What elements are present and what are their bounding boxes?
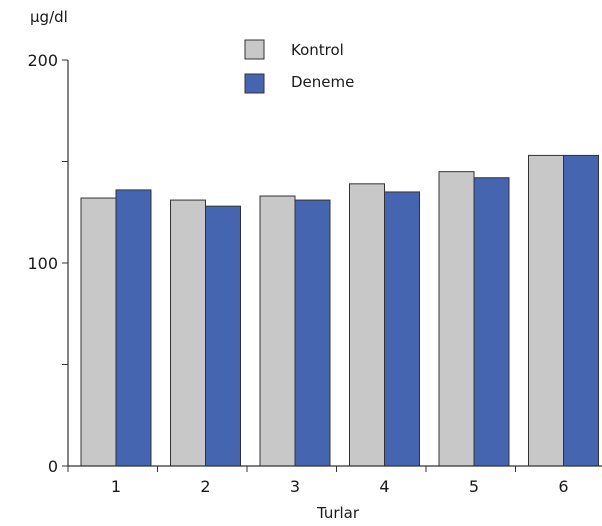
legend: Kontrol Deneme xyxy=(244,39,354,94)
legend-label-kontrol: Kontrol xyxy=(291,41,344,59)
x-tick-label: 6 xyxy=(558,477,568,496)
x-axis-label: Turlar xyxy=(316,504,360,522)
bar-kontrol-3 xyxy=(259,195,296,467)
y-tick-label: 200 xyxy=(27,51,58,70)
y-tick-label: 100 xyxy=(27,254,58,273)
bar-deneme-2 xyxy=(205,205,241,467)
x-axis-ticks: 1 2 3 4 5 6 xyxy=(67,466,569,496)
bars-group xyxy=(80,154,599,467)
x-tick-label: 3 xyxy=(290,477,300,496)
bar-kontrol-2 xyxy=(170,199,206,467)
bar-kontrol-6 xyxy=(528,154,564,467)
legend-swatch-kontrol xyxy=(244,39,265,60)
y-axis-ticks: 0 100 200 xyxy=(27,51,68,476)
bar-deneme-3 xyxy=(294,199,331,467)
legend-label-deneme: Deneme xyxy=(291,73,354,91)
bar-deneme-6 xyxy=(563,154,599,467)
bar-kontrol-5 xyxy=(438,171,475,467)
x-tick-label: 5 xyxy=(469,477,479,496)
bar-deneme-5 xyxy=(473,177,510,467)
bar-deneme-4 xyxy=(384,191,420,467)
x-tick-label: 1 xyxy=(111,477,121,496)
bar-kontrol-1 xyxy=(80,197,117,467)
bar-kontrol-4 xyxy=(349,183,385,467)
x-tick-label: 2 xyxy=(200,477,210,496)
y-tick-label: 0 xyxy=(48,457,58,476)
y-axis-label: µg/dl xyxy=(30,8,68,26)
legend-swatch-deneme xyxy=(244,73,265,94)
x-tick-label: 4 xyxy=(379,477,389,496)
bar-deneme-1 xyxy=(115,189,152,467)
